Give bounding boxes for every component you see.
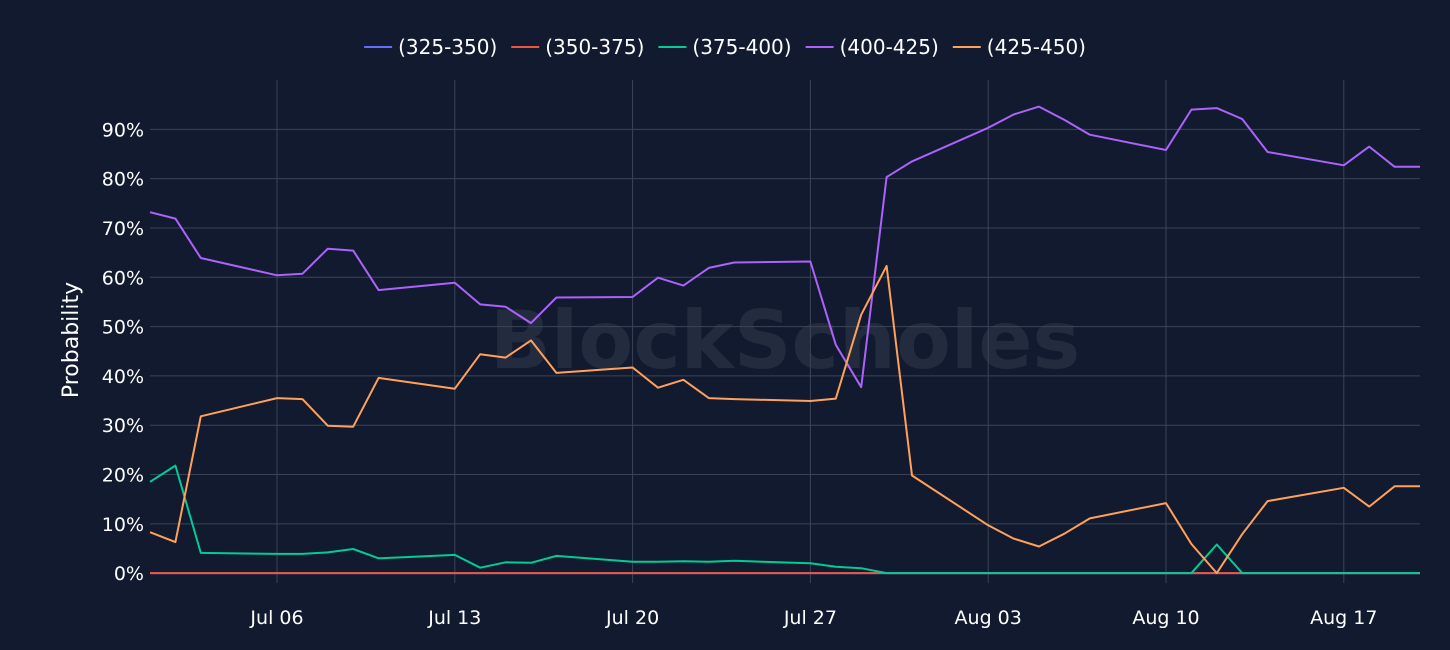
legend[interactable]: (325-350) (350-375) (375-400) (400-425) (425… [364, 35, 1086, 59]
legend-item-425-450[interactable]: (425-450) [952, 35, 1086, 59]
y-tick-label: 50% [102, 317, 144, 339]
x-tick-label: Aug 17 [1310, 607, 1377, 629]
x-tick-label: Jul 13 [427, 607, 481, 629]
legend-label: (425-450) [987, 35, 1086, 59]
y-tick-label: 70% [102, 218, 144, 240]
grid [150, 80, 1420, 583]
y-tick-label: 30% [102, 415, 144, 437]
x-tick-label: Jul 06 [249, 607, 303, 629]
legend-item-325-350[interactable]: (325-350) [364, 35, 497, 59]
x-axis: Jul 06 Jul 13 Jul 20 Jul 27 Aug 03 Aug 10 Aug … [249, 607, 1377, 629]
y-tick-label: 20% [102, 465, 144, 487]
legend-label: (325-350) [398, 35, 497, 59]
watermark-text: BlockScholes [490, 294, 1080, 387]
legend-label: (375-400) [692, 35, 791, 59]
y-tick-label: 80% [102, 169, 144, 191]
x-tick-label: Jul 27 [783, 607, 837, 629]
series-layer [149, 105, 1420, 575]
series-line-425-450 [149, 264, 1420, 575]
x-tick-label: Jul 20 [605, 607, 659, 629]
y-tick-label: 90% [102, 119, 144, 141]
y-tick-label: 60% [102, 267, 144, 289]
legend-item-400-425[interactable]: (400-425) [805, 35, 939, 59]
legend-item-375-400[interactable]: (375-400) [658, 35, 792, 59]
legend-label: (400-425) [840, 35, 939, 59]
y-tick-label: 0% [114, 563, 144, 585]
series-line-400-425 [149, 105, 1420, 389]
y-tick-label: 40% [102, 366, 144, 388]
legend-label: (350-375) [545, 35, 644, 59]
y-axis-label: Probability [59, 282, 84, 398]
y-axis: 0% 10% 20% 30% 40% 50% 60% 70% 80% 90% [102, 119, 144, 585]
x-tick-label: Aug 03 [955, 607, 1022, 629]
y-tick-label: 10% [102, 514, 144, 536]
legend-item-350-375[interactable]: (350-375) [511, 35, 644, 59]
x-tick-label: Aug 10 [1132, 607, 1199, 629]
series-line-375-400 [149, 464, 1420, 575]
